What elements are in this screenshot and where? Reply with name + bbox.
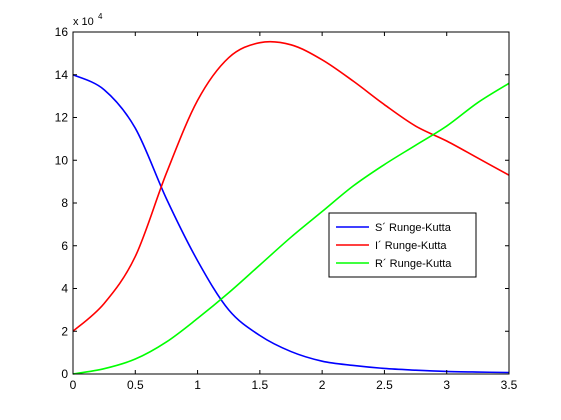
ticks-layer: 0 0.5 1 1.5 2 2.5 3 3.5 0 2 4 6 8 10 12 14 16 [55,25,518,392]
x-tick-label: 1.5 [252,378,269,392]
series-line-0 [72,74,510,374]
legend: S´ Runge-Kutta I´ Runge-Kutta R´ Runge-Kut… [328,212,477,278]
plot-area [73,32,509,374]
y-tick-label: 10 [55,153,69,167]
y-tick-label: 6 [61,239,68,253]
x-tick-label: 3.5 [501,378,518,392]
x-tick-label: 3 [443,378,450,392]
y-tick-label: 2 [61,324,68,338]
legend-label-1: I´ Runge-Kutta [375,240,447,252]
y-tick-label: 14 [55,68,69,82]
y-tick-label: 4 [61,282,68,296]
legend-label-0: S´ Runge-Kutta [375,222,452,234]
y-tick-label: 8 [61,196,68,210]
x-tick-label: 0 [70,378,77,392]
series-line-2 [72,82,510,375]
series-line-1 [72,40,510,332]
y-exponent: x 10 4 [73,12,103,28]
y-tick-label: 16 [55,25,69,39]
series-layer [72,40,510,375]
x-tick-label: 0.5 [127,378,144,392]
y-exponent-power: 4 [98,12,103,21]
y-tick-label: 0 [61,367,68,381]
x-tick-label: 2.5 [376,378,393,392]
x-tick-label: 1 [194,378,201,392]
y-tick-label: 12 [55,111,69,125]
legend-label-2: R´ Runge-Kutta [375,258,452,270]
x-tick-label: 2 [319,378,326,392]
y-exponent-base: x 10 [73,16,94,28]
